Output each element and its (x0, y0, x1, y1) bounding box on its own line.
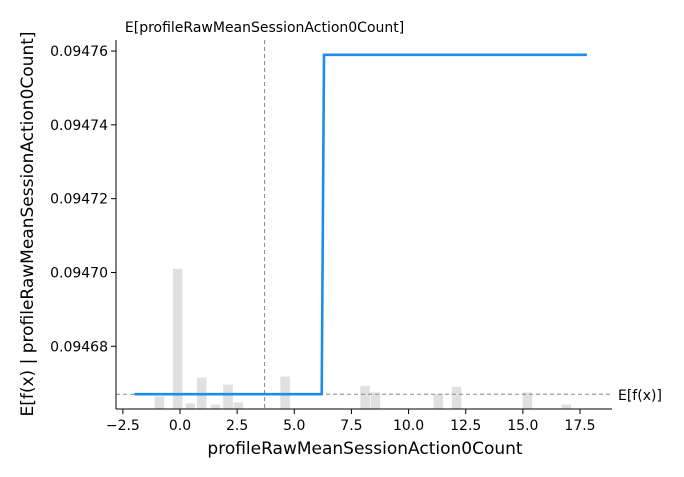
series-line (134, 53, 587, 396)
y-tick-label: 0.09476 (50, 44, 108, 60)
y-tick-label: 0.09468 (50, 339, 108, 355)
expected-feature-label: E[profileRawMeanSessionAction0Count] (125, 20, 404, 36)
histogram-bar (154, 396, 165, 409)
x-tick-label: 5.0 (283, 418, 305, 434)
histogram (154, 268, 572, 409)
y-tick-label: 0.09470 (50, 265, 108, 281)
histogram-bar (451, 386, 462, 409)
histogram-bar (433, 394, 444, 409)
expected-output-label: E[f(x)] (618, 388, 662, 404)
histogram-bar (233, 402, 244, 409)
histogram-bar (561, 404, 572, 409)
y-tick-label: 0.09474 (50, 118, 108, 134)
axes: −2.5 0.0 2.5 5.0 7.5 10.0 12.5 15.0 17.5 0.09468 0… (50, 40, 612, 434)
x-axis-label: profileRawMeanSessionAction0Count (207, 439, 523, 459)
reference-lines (116, 40, 612, 409)
histogram-bar (223, 384, 233, 409)
histogram-bar (360, 385, 370, 409)
histogram-bar (210, 404, 221, 409)
x-tick-label: 0.0 (169, 418, 191, 434)
x-tick-label: 12.5 (450, 418, 481, 434)
histogram-bar (185, 403, 196, 409)
x-tick-label: 10.0 (393, 418, 424, 434)
y-axis-label: E[f(x) | profileRawMeanSessionAction0Cou… (18, 31, 38, 416)
histogram-bar (522, 392, 533, 409)
x-tick-label: 7.5 (340, 418, 362, 434)
x-tick-label: 17.5 (564, 418, 595, 434)
x-tick-label: −2.5 (106, 418, 140, 434)
y-tick-label: 0.09472 (50, 192, 108, 208)
dependence-line (134, 53, 587, 396)
histogram-bar (370, 392, 381, 409)
x-tick-label: 2.5 (226, 418, 248, 434)
x-tick-label: 15.0 (507, 418, 538, 434)
histogram-bar (280, 376, 290, 409)
histogram-bar (172, 268, 183, 409)
